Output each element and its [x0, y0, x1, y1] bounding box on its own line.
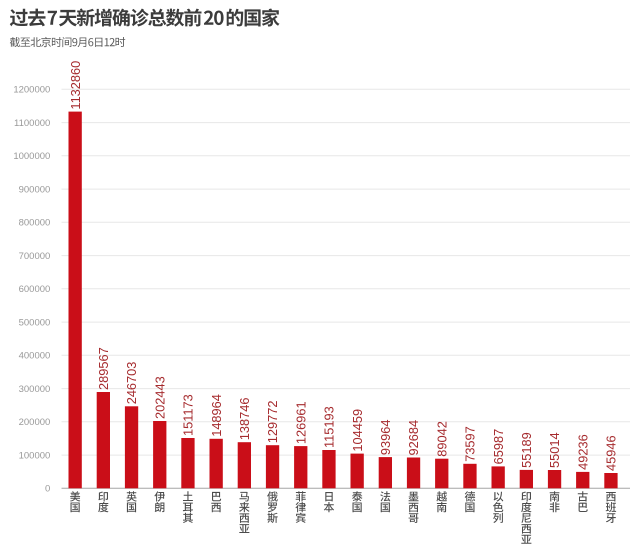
- svg-text:89042: 89042: [434, 421, 449, 457]
- svg-text:0: 0: [45, 484, 50, 495]
- svg-text:1100000: 1100000: [14, 118, 50, 129]
- svg-text:65987: 65987: [491, 429, 506, 465]
- svg-text:800000: 800000: [19, 218, 51, 229]
- svg-text:1200000: 1200000: [13, 85, 50, 96]
- svg-text:246703: 246703: [124, 362, 139, 405]
- svg-text:200000: 200000: [19, 417, 51, 428]
- svg-text:900000: 900000: [19, 184, 51, 195]
- svg-text:400000: 400000: [19, 351, 51, 362]
- svg-text:104459: 104459: [350, 409, 365, 452]
- svg-text:151173: 151173: [181, 394, 196, 436]
- svg-text:300000: 300000: [19, 384, 51, 395]
- svg-text:138746: 138746: [237, 397, 252, 440]
- svg-text:1000000: 1000000: [13, 151, 50, 162]
- svg-text:55189: 55189: [519, 432, 534, 468]
- svg-text:700000: 700000: [19, 251, 51, 262]
- svg-text:600000: 600000: [19, 284, 51, 295]
- svg-text:148964: 148964: [209, 394, 224, 437]
- svg-text:93964: 93964: [378, 420, 393, 456]
- svg-text:289567: 289567: [96, 347, 111, 390]
- svg-text:100000: 100000: [19, 450, 51, 461]
- svg-text:92684: 92684: [406, 420, 421, 456]
- svg-text:1132860: 1132860: [68, 61, 83, 110]
- svg-text:126961: 126961: [293, 401, 308, 444]
- svg-text:55014: 55014: [547, 432, 562, 468]
- svg-text:115193: 115193: [322, 406, 337, 448]
- svg-text:45946: 45946: [604, 435, 619, 471]
- svg-text:500000: 500000: [19, 317, 51, 328]
- svg-text:129772: 129772: [265, 400, 280, 443]
- svg-text:73597: 73597: [463, 426, 478, 462]
- svg-text:49236: 49236: [575, 434, 590, 470]
- svg-text:202443: 202443: [152, 376, 167, 419]
